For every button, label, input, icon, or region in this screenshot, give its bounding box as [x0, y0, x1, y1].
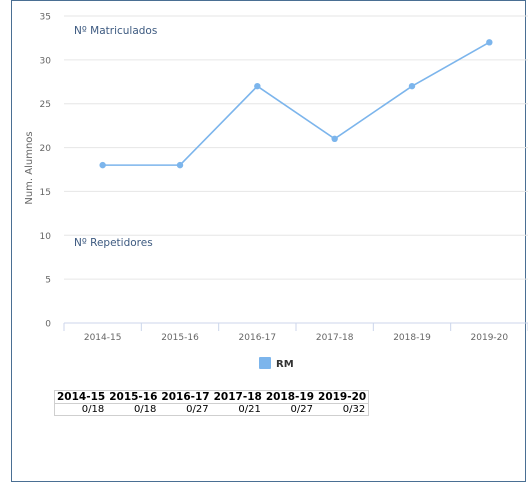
y-tick-label: 35 — [40, 13, 51, 23]
data-point — [254, 82, 261, 90]
table-header: 2019-20 — [318, 391, 367, 403]
table-cell: 0/27 — [159, 403, 212, 416]
legend-label-rm[interactable]: RM — [276, 359, 294, 370]
table-header: 2016-17 — [161, 391, 210, 403]
table-header: 2017-18 — [213, 391, 262, 403]
legend[interactable]: RM — [259, 357, 294, 370]
x-tick-label: 2016-17 — [239, 333, 277, 343]
table-row: 0/18 0/18 0/27 0/21 0/27 0/32 — [54, 403, 369, 416]
annotation-repetidores: Nº Repetidores — [74, 237, 153, 249]
y-axis-label: Num. Alumnos — [24, 131, 35, 204]
data-point — [176, 161, 184, 169]
table-cell: 0/32 — [316, 403, 369, 416]
summary-table: 2014-15 2015-16 2016-17 2017-18 2018-19 … — [54, 390, 370, 416]
y-tick-label: 10 — [40, 232, 52, 242]
table-header: 2014-15 — [57, 391, 106, 403]
table-cell: 0/18 — [54, 403, 108, 416]
annotation-matriculados: Nº Matriculados — [74, 25, 157, 37]
table-cell: 0/18 — [107, 403, 160, 416]
x-tick-label: 2014-15 — [84, 333, 122, 343]
y-tick-label: 25 — [40, 100, 51, 110]
y-tick-label: 20 — [40, 144, 52, 154]
y-tick-label: 0 — [45, 320, 51, 330]
y-tick-label: 30 — [40, 56, 52, 66]
table-header: 2015-16 — [109, 391, 158, 403]
y-tick-label: 15 — [40, 188, 51, 198]
table-header: 2018-19 — [265, 391, 315, 403]
x-tick-label: 2019-20 — [471, 333, 509, 343]
data-point — [99, 161, 106, 169]
table-cell: 0/21 — [211, 403, 264, 416]
x-tick-label: 2018-19 — [393, 333, 431, 343]
data-point — [486, 39, 493, 46]
table-header-row: 2014-15 2015-16 2016-17 2017-18 2018-19 … — [55, 391, 369, 404]
summary-table-wrap: 2014-15 2015-16 2016-17 2017-18 2018-19 … — [54, 390, 370, 416]
table-cell: 0/27 — [263, 403, 317, 416]
data-point — [408, 82, 416, 90]
y-tick-label: 5 — [45, 276, 51, 286]
line-chart: 0 5 10 15 20 25 30 35 2014-15 2015-16 2016-17 2017… — [24, 13, 528, 370]
series-line-rm — [102, 41, 490, 166]
x-tick-label: 2015-16 — [161, 333, 199, 343]
x-tick-label: 2017-18 — [316, 333, 354, 343]
chart-frame — [11, 0, 526, 482]
legend-swatch-rm[interactable] — [259, 357, 271, 369]
data-point — [331, 135, 338, 142]
